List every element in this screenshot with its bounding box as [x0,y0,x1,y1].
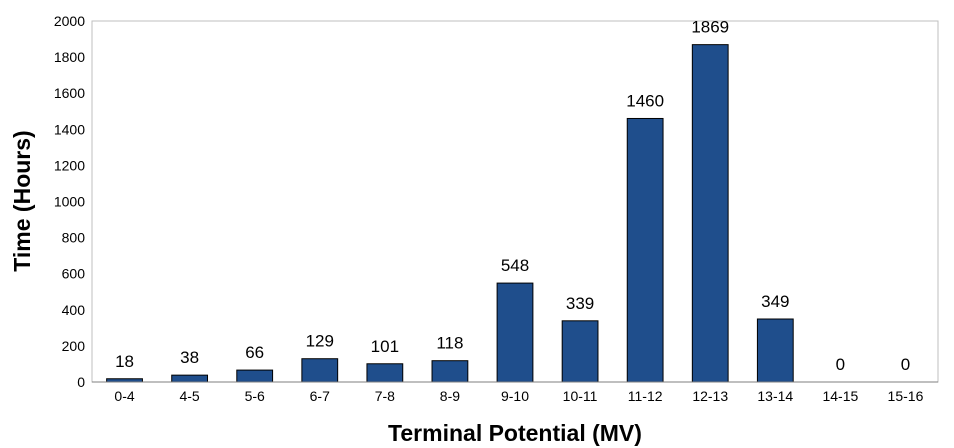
y-tick-label: 1200 [54,157,85,173]
bar [301,358,339,383]
y-tick-label: 200 [62,338,86,354]
x-tick-label: 11-12 [628,388,663,404]
data-label: 38 [180,348,199,367]
data-label: 1460 [626,91,664,110]
y-tick-label: 0 [77,374,85,390]
y-tick-label: 2000 [54,13,85,29]
y-tick-label: 1400 [54,121,85,137]
data-label: 18 [115,352,134,371]
bar [236,369,274,383]
bar [626,117,664,383]
x-tick-label: 4-5 [179,388,199,404]
bar [171,374,209,383]
x-tick-label: 14-15 [822,388,858,404]
bar [431,360,469,383]
y-axis-title: Time (Hours) [9,130,35,271]
bar [691,44,729,383]
y-tick-label: 1800 [54,49,85,65]
bar [496,282,534,383]
data-label: 1869 [691,18,729,37]
y-tick-label: 1600 [54,85,85,101]
bars [106,44,794,383]
data-label: 0 [901,355,910,374]
data-label: 339 [566,294,594,313]
x-tick-label: 6-7 [310,388,330,404]
y-tick-label: 800 [62,230,86,246]
data-label: 66 [245,343,264,362]
x-tick-label: 0-4 [114,388,134,404]
data-label: 548 [501,256,529,275]
x-tick-label: 7-8 [375,388,395,404]
x-tick-label: 5-6 [245,388,265,404]
y-tick-label: 1000 [54,194,85,210]
x-axis-title: Terminal Potential (MV) [388,420,642,446]
x-tick-label: 15-16 [888,388,924,404]
x-tick-label: 10-11 [563,388,598,404]
data-label: 129 [306,332,334,351]
bar [756,318,794,383]
bar [366,363,404,383]
x-tick-label: 8-9 [440,388,460,404]
y-tick-label: 600 [62,266,86,282]
x-axis-ticks: 0-4 4-5 5-6 6-7 7-8 8-9 9-10 10-11 11-12 12-13 13-… [114,388,923,404]
y-tick-label: 400 [62,302,86,318]
data-label: 0 [836,355,845,374]
bar [561,320,599,383]
y-axis-ticks: 0 200 400 600 800 1000 1200 1400 1600 1800 2000 [54,13,85,390]
data-label: 118 [436,334,463,353]
data-label: 349 [761,292,789,311]
data-labels: 18 38 66 129 101 118 548 339 1460 1869 349 0 0 [115,18,910,374]
x-tick-label: 9-10 [501,388,529,404]
x-tick-label: 13-14 [757,388,793,404]
x-tick-label: 12-13 [692,388,728,404]
data-label: 101 [371,337,399,356]
